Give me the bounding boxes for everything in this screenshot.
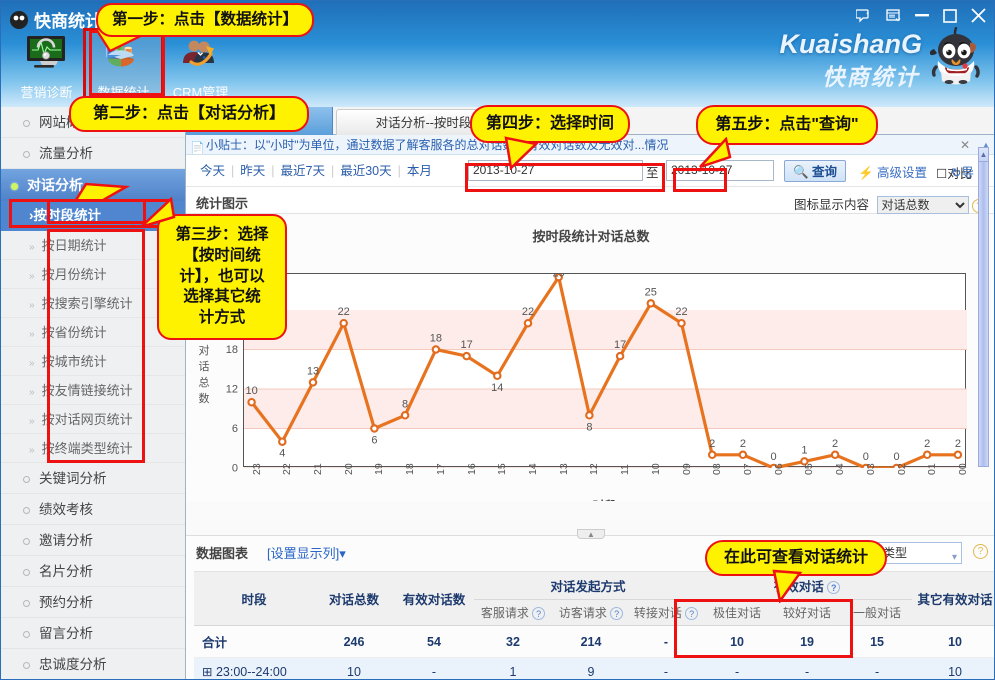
svg-text:17: 17: [614, 339, 626, 351]
svg-text:0: 0: [232, 463, 238, 475]
svg-text:18: 18: [226, 344, 238, 356]
svg-text:22: 22: [675, 306, 687, 318]
svg-text:2: 2: [832, 438, 838, 450]
svg-text:25: 25: [645, 286, 657, 298]
svg-text:29: 29: [553, 268, 565, 280]
svg-text:2: 2: [740, 438, 746, 450]
svg-text:8: 8: [402, 398, 408, 410]
svg-text:17: 17: [460, 339, 472, 351]
svg-text:2: 2: [709, 438, 715, 450]
svg-text:6: 6: [371, 435, 377, 447]
svg-text:1: 1: [801, 444, 807, 456]
svg-text:8: 8: [586, 421, 592, 433]
svg-text:10: 10: [245, 385, 257, 397]
svg-text:4: 4: [279, 448, 285, 460]
svg-text:22: 22: [522, 306, 534, 318]
svg-text:13: 13: [307, 365, 319, 377]
svg-text:12: 12: [226, 384, 238, 396]
svg-text:2: 2: [924, 438, 930, 450]
svg-text:0: 0: [863, 451, 869, 463]
svg-text:14: 14: [491, 382, 503, 394]
svg-text:22: 22: [338, 306, 350, 318]
svg-text:0: 0: [893, 451, 899, 463]
svg-text:0: 0: [771, 451, 777, 463]
svg-text:6: 6: [232, 423, 238, 435]
svg-text:2: 2: [955, 438, 961, 450]
svg-text:18: 18: [430, 333, 442, 345]
